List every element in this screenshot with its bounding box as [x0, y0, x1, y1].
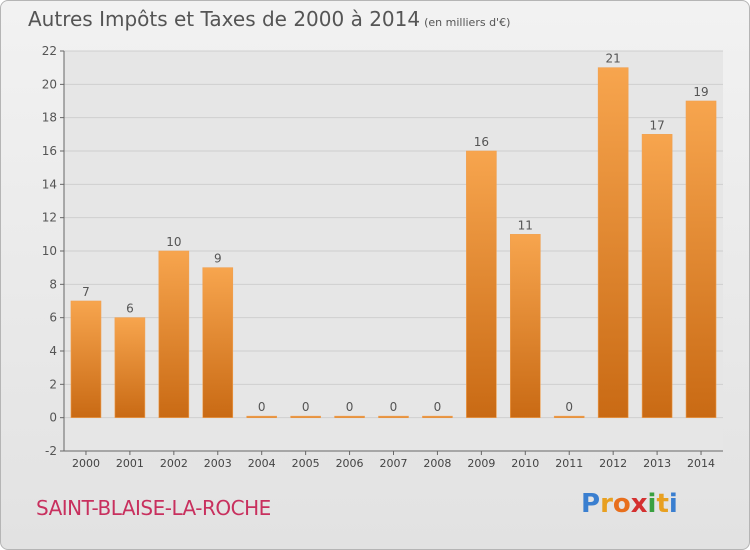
data-label: 7	[82, 285, 90, 299]
logo-letter: P	[581, 489, 601, 519]
y-tick-label: 8	[49, 277, 57, 291]
title-unit: (en milliers d'€)	[424, 16, 511, 29]
bar	[158, 250, 190, 418]
bar	[553, 415, 585, 418]
title-text: Autres Impôts et Taxes de 2000 à 2014	[28, 7, 421, 31]
x-tick-label: 2014	[687, 457, 715, 470]
data-label: 21	[606, 52, 621, 66]
data-label: 0	[390, 400, 398, 414]
proxiti-logo: Proxiti	[581, 489, 678, 519]
x-tick-label: 2012	[599, 457, 627, 470]
bar	[597, 67, 629, 418]
data-label: 19	[693, 85, 708, 99]
bar	[641, 134, 673, 418]
data-label: 0	[565, 400, 573, 414]
logo-letter: i	[647, 489, 657, 519]
x-tick-label: 2005	[292, 457, 320, 470]
bar	[290, 415, 321, 418]
bar	[70, 300, 102, 418]
x-tick-label: 2010	[511, 457, 539, 470]
bar	[509, 234, 541, 418]
bar	[246, 415, 277, 418]
y-tick-label: 20	[42, 77, 57, 91]
bar	[685, 100, 717, 418]
x-tick-label: 2004	[248, 457, 276, 470]
data-label: 6	[126, 302, 134, 316]
bar	[114, 317, 146, 418]
logo-letter: x	[630, 489, 648, 519]
x-tick-label: 2000	[72, 457, 100, 470]
x-tick-label: 2009	[467, 457, 495, 470]
y-tick-label: 18	[42, 111, 57, 125]
y-tick-label: 22	[42, 44, 57, 58]
bar	[334, 415, 365, 418]
logo-letter: o	[612, 489, 631, 519]
x-tick-label: 2003	[204, 457, 232, 470]
commune-name: SAINT-BLAISE-LA-ROCHE	[36, 496, 271, 520]
y-tick-label: 16	[42, 144, 57, 158]
bar	[422, 415, 453, 418]
x-tick-label: 2002	[160, 457, 188, 470]
x-tick-label: 2007	[380, 457, 408, 470]
data-label: 16	[474, 135, 489, 149]
bar	[378, 415, 409, 418]
data-label: 10	[166, 235, 181, 249]
y-tick-label: 10	[42, 244, 57, 258]
data-label: 0	[434, 400, 442, 414]
data-label: 11	[518, 218, 533, 232]
x-tick-label: 2006	[336, 457, 364, 470]
x-tick-label: 2011	[555, 457, 583, 470]
data-label: 9	[214, 252, 222, 266]
y-tick-label: 0	[49, 411, 57, 425]
data-label: 0	[302, 400, 310, 414]
y-tick-label: 12	[42, 211, 57, 225]
y-tick-label: 14	[42, 177, 57, 191]
bar	[466, 150, 497, 418]
y-tick-label: 4	[49, 344, 57, 358]
y-tick-label: -2	[45, 444, 57, 458]
logo-letter: i	[668, 489, 678, 519]
x-tick-label: 2013	[643, 457, 671, 470]
bar	[202, 267, 234, 418]
data-label: 0	[258, 400, 266, 414]
x-tick-label: 2008	[423, 457, 451, 470]
x-tick-label: 2001	[116, 457, 144, 470]
y-tick-label: 2	[49, 377, 57, 391]
chart-title: Autres Impôts et Taxes de 2000 à 2014 (en…	[28, 7, 510, 31]
logo-letter: r	[600, 489, 613, 519]
data-label: 17	[649, 118, 664, 132]
data-label: 0	[346, 400, 354, 414]
logo-letter: t	[656, 489, 669, 519]
y-tick-label: 6	[49, 311, 57, 325]
